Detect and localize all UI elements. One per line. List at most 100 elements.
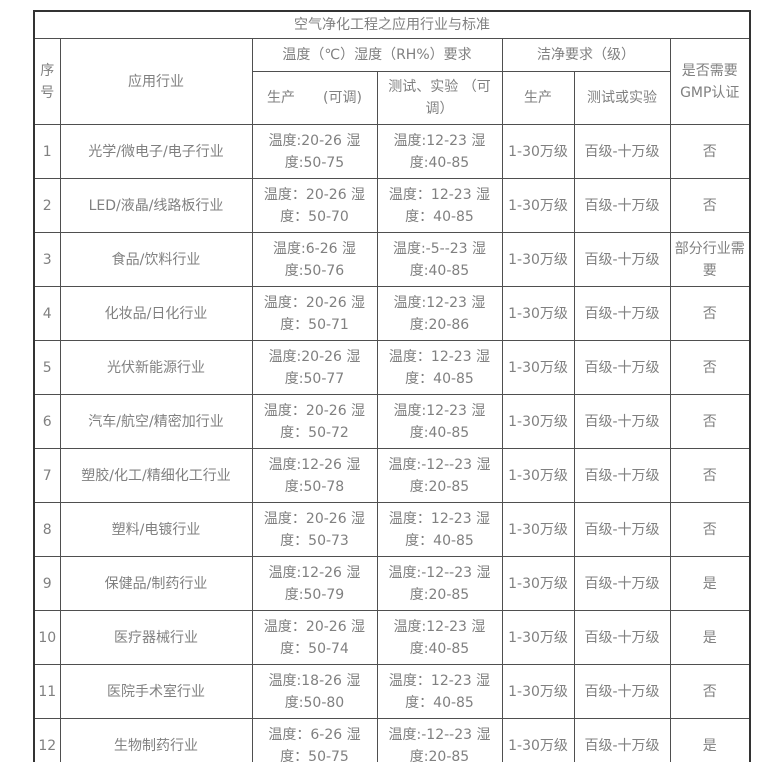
col-header-production: 生产 (501, 71, 575, 125)
cell-test-clean: 百级-十万级 (573, 394, 671, 449)
cell-prod-temp-humidity: 温度:12-26 湿度:50-79 (251, 556, 378, 611)
cell-no: 5 (33, 340, 61, 395)
cell-industry: 化妆品/日化行业 (59, 286, 253, 341)
cell-no: 1 (33, 124, 61, 179)
table-row: 3 食品/饮料行业 温度:6-26 湿度:50-76 温度:-5--23 湿度:40-… (33, 232, 751, 287)
col-header-clean-group: 洁净要求（级） (501, 38, 671, 72)
cell-test-temp-humidity: 温度:-5--23 湿度:40-85 (376, 232, 503, 287)
cell-no: 4 (33, 286, 61, 341)
cell-test-clean: 百级-十万级 (573, 286, 671, 341)
cell-test-clean: 百级-十万级 (573, 718, 671, 762)
cell-prod-clean: 1-30万级 (501, 232, 575, 287)
cell-test-temp-humidity: 温度:12-23 湿度:40-85 (376, 124, 503, 179)
col-header-no: 序号 (33, 38, 61, 125)
cell-prod-clean: 1-30万级 (501, 556, 575, 611)
cell-industry: 生物制药行业 (59, 718, 253, 762)
cell-prod-temp-humidity: 温度：20-26 湿度：50-73 (251, 502, 378, 557)
cell-gmp: 否 (669, 448, 751, 503)
cell-gmp: 是 (669, 610, 751, 665)
cell-test-temp-humidity: 温度:12-23 湿度:40-85 (376, 610, 503, 665)
cell-gmp: 否 (669, 286, 751, 341)
cell-industry: 食品/饮料行业 (59, 232, 253, 287)
cell-gmp: 是 (669, 556, 751, 611)
cell-no: 7 (33, 448, 61, 503)
cell-no: 12 (33, 718, 61, 762)
table-row: 1 光学/微电子/电子行业 温度:20-26 湿度:50-75 温度:12-23 湿度… (33, 124, 751, 179)
table-title: 空气净化工程之应用行业与标准 (33, 10, 751, 39)
table-body: 1 光学/微电子/电子行业 温度:20-26 湿度:50-75 温度:12-23 湿度… (33, 124, 751, 762)
cell-test-temp-humidity: 温度:12-23 湿度:20-86 (376, 286, 503, 341)
table-row: 6 汽车/航空/精密加行业 温度：20-26 湿度：50-72 温度:12-23 湿度… (33, 394, 751, 449)
cell-industry: 塑胶/化工/精细化工行业 (59, 448, 253, 503)
cell-gmp: 是 (669, 718, 751, 762)
title-row: 空气净化工程之应用行业与标准 (33, 10, 751, 39)
cell-gmp: 否 (669, 502, 751, 557)
cell-prod-clean: 1-30万级 (501, 394, 575, 449)
cell-test-temp-humidity: 温度：12-23 湿度：40-85 (376, 340, 503, 395)
table-row: 10 医疗器械行业 温度：20-26 湿度：50-74 温度:12-23 湿度:40-… (33, 610, 751, 665)
cell-industry: 汽车/航空/精密加行业 (59, 394, 253, 449)
standards-table: 空气净化工程之应用行业与标准 序号 应用行业 温度（℃）湿度（RH%）要求 洁净… (33, 10, 752, 762)
table-row: 5 光伏新能源行业 温度:20-26 湿度:50-77 温度：12-23 湿度：40-… (33, 340, 751, 395)
table-row: 12 生物制药行业 温度：6-26 湿度：50-75 温度:-12--23 湿度:20… (33, 718, 751, 762)
cell-prod-temp-humidity: 温度：20-26 湿度：50-72 (251, 394, 378, 449)
cell-no: 10 (33, 610, 61, 665)
cell-no: 8 (33, 502, 61, 557)
cell-test-temp-humidity: 温度：12-23 湿度：40-85 (376, 502, 503, 557)
cell-industry: 医疗器械行业 (59, 610, 253, 665)
table-row: 7 塑胶/化工/精细化工行业 温度:12-26 湿度:50-78 温度:-12--23… (33, 448, 751, 503)
cell-gmp: 部分行业需要 (669, 232, 751, 287)
cell-test-clean: 百级-十万级 (573, 178, 671, 233)
header-group-row: 序号 应用行业 温度（℃）湿度（RH%）要求 洁净要求（级） 是否需要GMP认证 (33, 38, 751, 125)
col-header-industry: 应用行业 (59, 38, 253, 125)
cell-test-temp-humidity: 温度：12-23 湿度：40-85 (376, 178, 503, 233)
col-header-test-adjustable: 测试、实验 （可调） (376, 71, 503, 125)
cell-no: 9 (33, 556, 61, 611)
cell-test-temp-humidity: 温度:-12--23 湿度:20-85 (376, 556, 503, 611)
cell-test-clean: 百级-十万级 (573, 340, 671, 395)
table-row: 9 保健品/制药行业 温度:12-26 湿度:50-79 温度:-12--23 湿度:… (33, 556, 751, 611)
cell-prod-clean: 1-30万级 (501, 502, 575, 557)
col-header-test-or-experiment: 测试或实验 (573, 71, 671, 125)
cell-test-clean: 百级-十万级 (573, 556, 671, 611)
cell-prod-clean: 1-30万级 (501, 664, 575, 719)
cell-gmp: 否 (669, 178, 751, 233)
cell-prod-temp-humidity: 温度:20-26 湿度:50-75 (251, 124, 378, 179)
cell-test-clean: 百级-十万级 (573, 448, 671, 503)
cell-test-temp-humidity: 温度：12-23 湿度：40-85 (376, 664, 503, 719)
table-row: 11 医院手术室行业 温度:18-26 湿度:50-80 温度：12-23 湿度：40… (33, 664, 751, 719)
cell-test-clean: 百级-十万级 (573, 610, 671, 665)
cell-prod-temp-humidity: 温度：20-26 湿度：50-74 (251, 610, 378, 665)
cell-prod-temp-humidity: 温度:18-26 湿度:50-80 (251, 664, 378, 719)
cell-prod-temp-humidity: 温度:6-26 湿度:50-76 (251, 232, 378, 287)
cell-test-clean: 百级-十万级 (573, 232, 671, 287)
cell-industry: 保健品/制药行业 (59, 556, 253, 611)
cell-gmp: 否 (669, 394, 751, 449)
cell-prod-clean: 1-30万级 (501, 610, 575, 665)
cell-test-temp-humidity: 温度:-12--23 湿度:20-85 (376, 718, 503, 762)
cell-industry: 医院手术室行业 (59, 664, 253, 719)
cell-industry: 光学/微电子/电子行业 (59, 124, 253, 179)
col-header-temp-humidity-group: 温度（℃）湿度（RH%）要求 (251, 38, 503, 72)
cell-prod-temp-humidity: 温度：20-26 湿度：50-71 (251, 286, 378, 341)
cell-prod-temp-humidity: 温度:12-26 湿度:50-78 (251, 448, 378, 503)
cell-prod-clean: 1-30万级 (501, 718, 575, 762)
cell-prod-temp-humidity: 温度:20-26 湿度:50-77 (251, 340, 378, 395)
table-row: 4 化妆品/日化行业 温度：20-26 湿度：50-71 温度:12-23 湿度:20… (33, 286, 751, 341)
cell-test-clean: 百级-十万级 (573, 502, 671, 557)
header-sub-row: 生产 (可调) 测试、实验 （可调） 生产 测试或实验 (34, 71, 750, 125)
cell-prod-temp-humidity: 温度：20-26 湿度：50-70 (251, 178, 378, 233)
cell-prod-clean: 1-30万级 (501, 448, 575, 503)
cell-industry: 塑料/电镀行业 (59, 502, 253, 557)
cell-prod-clean: 1-30万级 (501, 286, 575, 341)
cell-prod-clean: 1-30万级 (501, 178, 575, 233)
cell-industry: 光伏新能源行业 (59, 340, 253, 395)
cell-gmp: 否 (669, 664, 751, 719)
cell-prod-temp-humidity: 温度：6-26 湿度：50-75 (251, 718, 378, 762)
cell-test-clean: 百级-十万级 (573, 124, 671, 179)
table-row: 8 塑料/电镀行业 温度：20-26 湿度：50-73 温度：12-23 湿度：40-… (33, 502, 751, 557)
cell-prod-clean: 1-30万级 (501, 340, 575, 395)
cell-no: 2 (33, 178, 61, 233)
cell-test-temp-humidity: 温度:12-23 湿度:40-85 (376, 394, 503, 449)
